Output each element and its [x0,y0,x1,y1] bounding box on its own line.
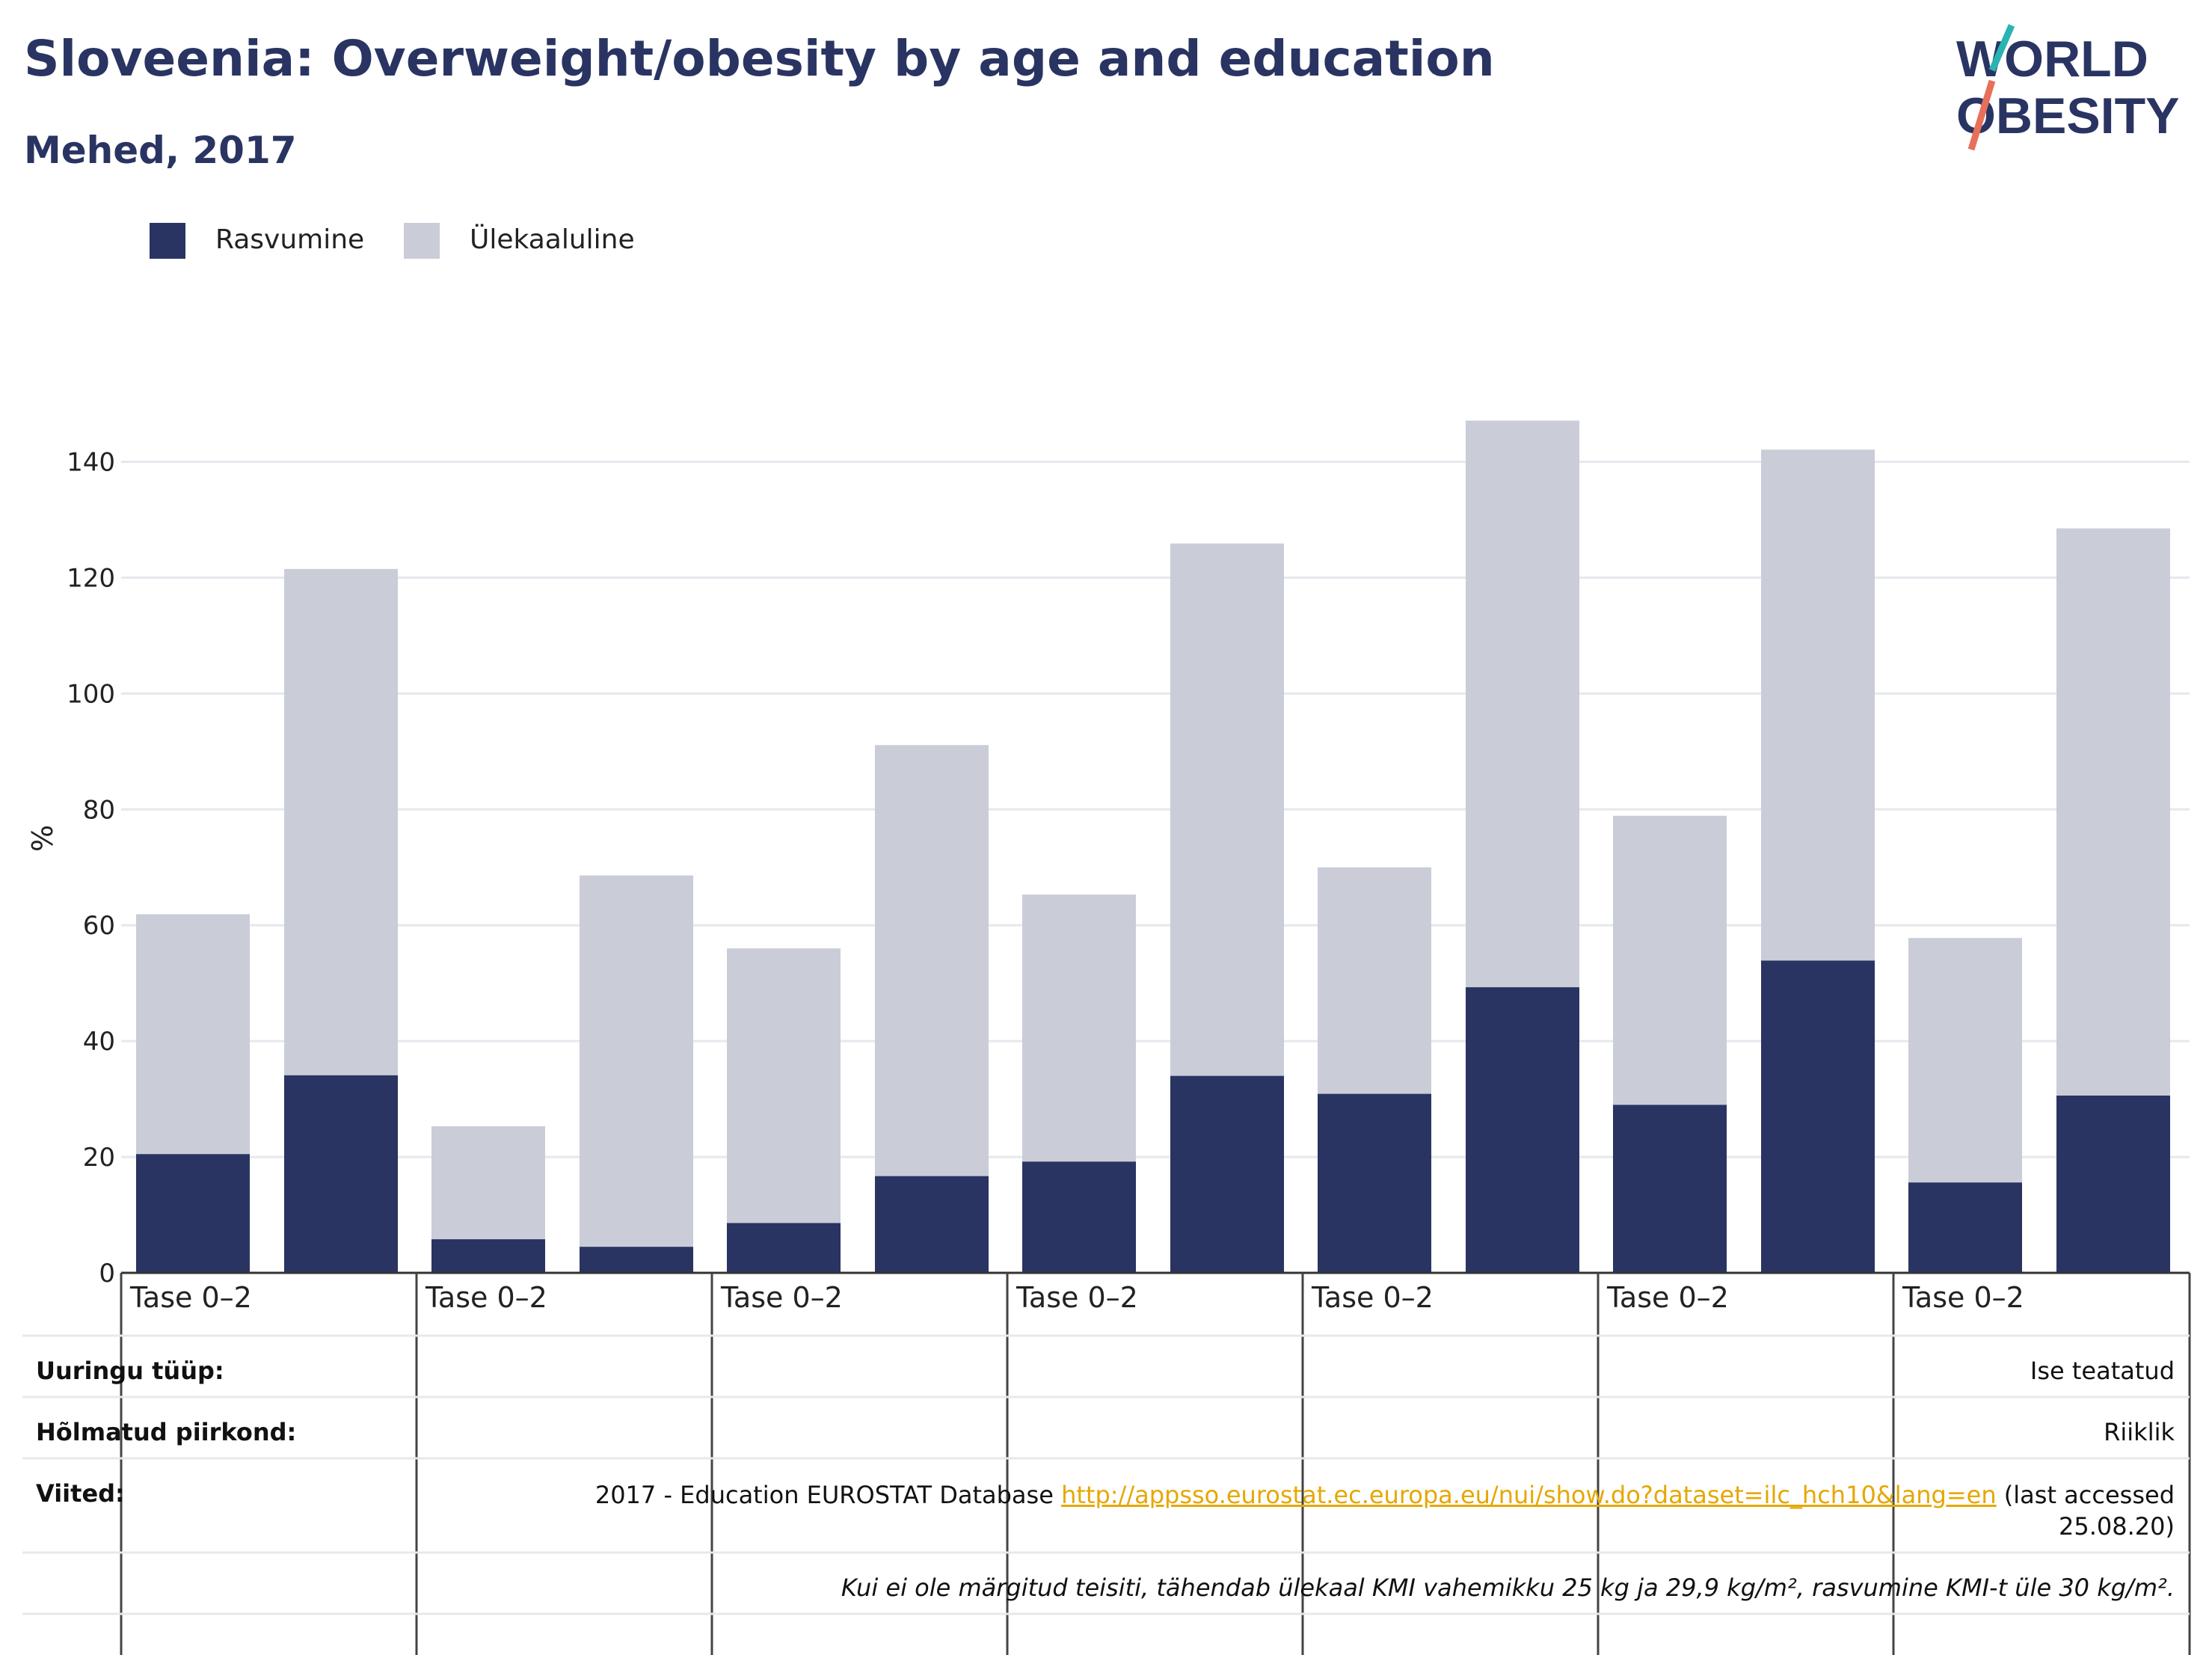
bar-overweight [2056,528,2170,1096]
survey-type-row: Uuringu tüüp: [36,1357,224,1385]
bar-overweight [284,568,398,1075]
y-tick-label: 60 [83,911,115,941]
reference-link[interactable]: http://appsso.eurostat.ec.europa.eu/nui/… [1061,1481,1997,1509]
references-row: Viited: [36,1479,125,1508]
bar-obesity [1022,1161,1136,1273]
logo-line2: OBESITY [1956,87,2180,144]
bar-overweight [875,745,989,1176]
bar-overweight [1022,894,1136,1162]
bar-obesity [136,1154,250,1273]
bar-obesity [431,1239,545,1273]
y-tick-label: 40 [83,1027,115,1057]
bar-obesity [1170,1075,1284,1273]
y-tick-label: 0 [99,1259,115,1289]
bars-layer [136,420,2170,1273]
x-category-label: Tase 0–2 [425,1281,547,1314]
bar-obesity [1318,1093,1431,1273]
y-tick-label: 140 [67,447,115,477]
bar-obesity [284,1075,398,1273]
logo-accent-bottom [1967,79,1996,151]
bar-obesity [1908,1182,2022,1273]
definition-note: Kui ei ole märgitud teisiti, tähendab ül… [841,1573,2175,1602]
chart-title: Sloveenia: Overweight/obesity by age and… [24,30,1495,87]
references-label: Viited: [36,1479,125,1508]
logo-accent-top [1988,24,2015,72]
legend-swatch-overweight [404,223,440,259]
legend-label-overweight: Ülekaaluline [470,224,635,255]
x-category-label: Tase 0–2 [1311,1281,1434,1314]
bar-obesity [580,1247,693,1273]
bar-obesity [875,1176,989,1273]
reference-entry: 2017 - Education EUROSTAT Database http:… [595,1479,2175,1542]
bar-overweight [727,948,841,1223]
x-category-label: Tase 0–2 [129,1281,252,1314]
bar-overweight [431,1126,545,1240]
x-category-label: Tase 0–2 [1606,1281,1729,1314]
bar-overweight [1761,449,1875,961]
legend-label-obesity: Rasvumine [215,224,365,255]
bar-overweight [580,875,693,1247]
world-obesity-logo: WORLD OBESITY [1956,24,2180,151]
x-category-label: Tase 0–2 [720,1281,843,1314]
y-tick-label: 80 [83,795,115,825]
reference-suffix-1: (last accessed [2003,1481,2175,1509]
reference-text: 2017 - Education EUROSTAT Database [595,1481,1054,1509]
bar-obesity [1613,1105,1727,1273]
survey-type-value: Ise teatatud [2030,1357,2175,1385]
y-tick-label: 100 [67,679,115,709]
x-category-label: Tase 0–2 [1016,1281,1138,1314]
logo-line1: WORLD [1956,31,2148,87]
y-axis-label: % [26,825,59,852]
y-tick-label: 120 [67,563,115,593]
legend-swatch-obesity [150,223,185,259]
y-tick-label: 20 [83,1143,115,1173]
info-table-grid [22,1273,2191,1655]
bar-overweight [136,914,250,1155]
coverage-label: Hõlmatud piirkond: [36,1418,297,1446]
bar-overweight [1908,938,2022,1183]
bar-overweight [1613,815,1727,1105]
bar-obesity [727,1223,841,1273]
coverage-row: Hõlmatud piirkond: [36,1418,296,1446]
bar-obesity [2056,1095,2170,1273]
axis-layer: 0 20 40 60 80 100 120 140% Tase 0–2 Tase 0–2 Tase … [26,447,2190,1314]
survey-type-label: Uuringu tüüp: [36,1357,224,1385]
bar-obesity [1466,987,1579,1273]
reference-suffix-2: 25.08.20) [2059,1512,2175,1541]
coverage-value: Riiklik [2104,1418,2175,1446]
x-category-label: Tase 0–2 [1902,1281,2024,1314]
bar-overweight [1466,420,1579,988]
grid-layer [121,460,2190,1158]
bar-overweight [1318,867,1431,1094]
bar-obesity [1761,960,1875,1273]
bar-overweight [1170,543,1284,1076]
chart-subtitle: Mehed, 2017 [24,129,297,172]
